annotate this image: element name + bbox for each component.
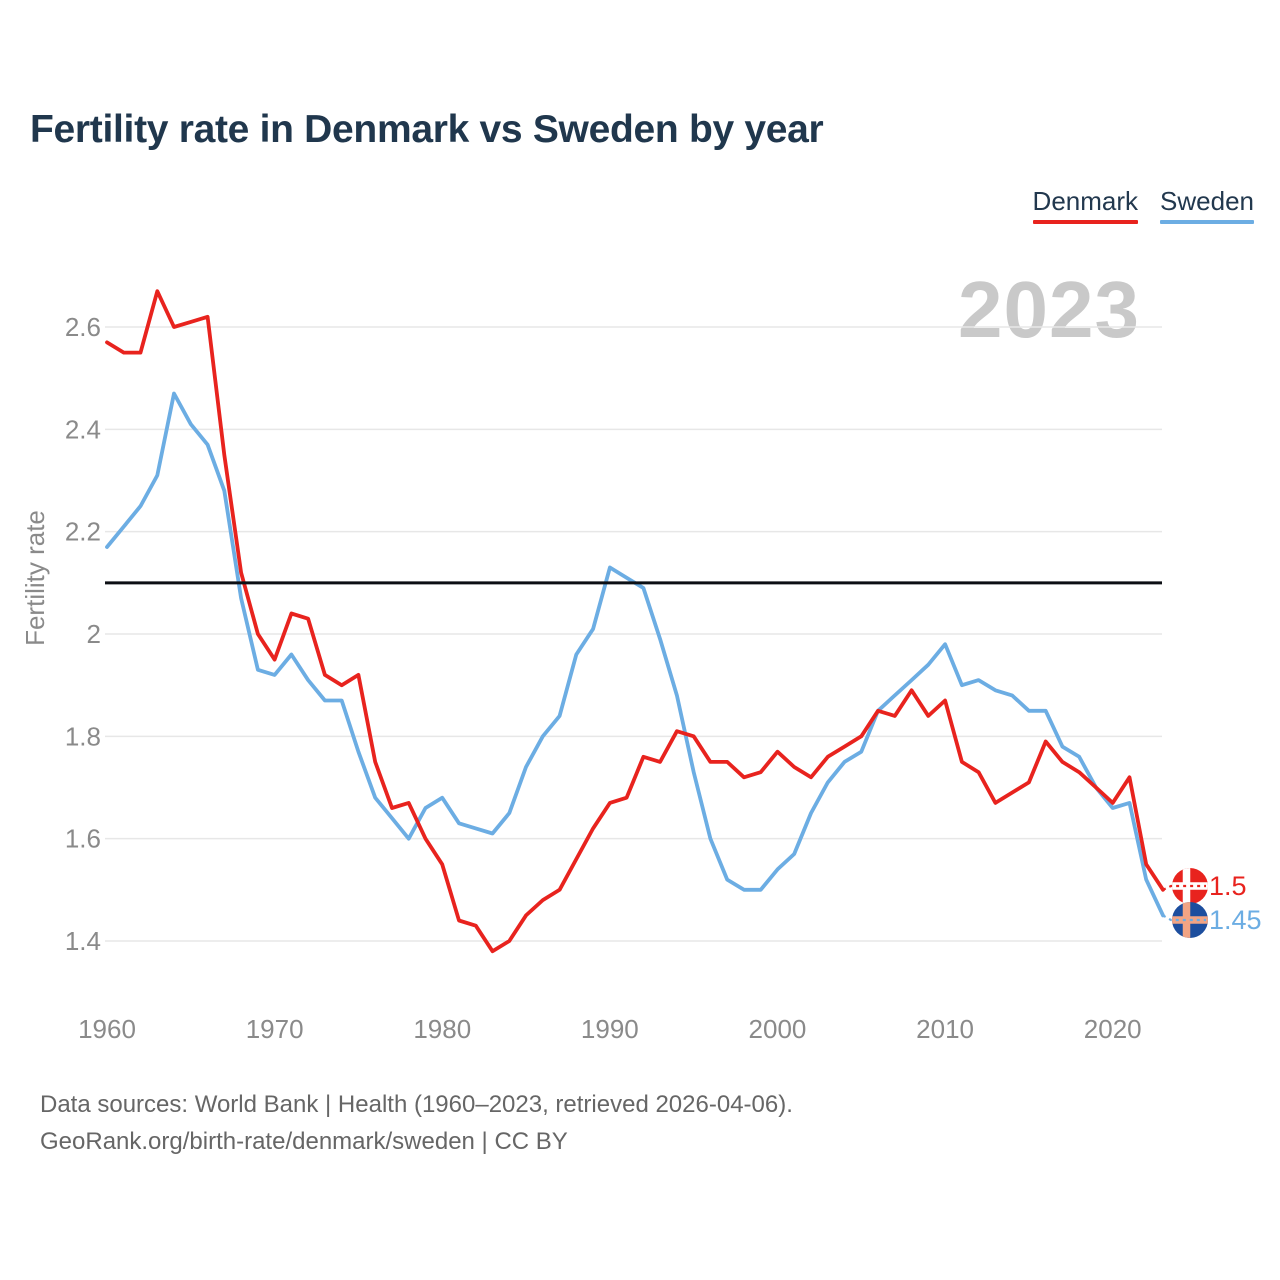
y-tick-label: 2.2 [65,517,101,547]
y-tick-label: 2 [87,619,101,649]
leader-sweden [1162,914,1206,922]
legend-label-sweden: Sweden [1160,186,1254,216]
series-line-sweden[interactable] [105,391,1165,918]
x-tick-label: 2020 [1084,1014,1142,1044]
y-axis-label: Fertility rate [20,510,50,646]
x-tick-label: 2010 [916,1014,974,1044]
legend-swatch-denmark [1032,220,1139,224]
footer-attribution: GeoRank.org/birth-rate/denmark/sweden | … [40,1128,568,1155]
x-tick-label: 2000 [749,1014,807,1044]
x-tick-label: 1980 [413,1014,471,1044]
end-value-sweden: 1.45 [1209,905,1262,935]
y-tick-label: 1.8 [65,721,101,751]
end-value-denmark: 1.5 [1209,871,1247,901]
page-title: Fertility rate in Denmark vs Sweden by y… [30,108,824,151]
y-tick-label: 1.6 [65,824,101,854]
legend: Denmark Sweden [1032,186,1254,224]
footer-sources: Data sources: World Bank | Health (1960–… [40,1091,793,1118]
leader-denmark [1162,884,1206,891]
legend-item-denmark[interactable]: Denmark [1032,186,1139,224]
x-tick-label: 1990 [581,1014,639,1044]
footer: Data sources: World Bank | Health (1960–… [40,1086,793,1160]
series-line-denmark[interactable] [105,289,1165,954]
y-tick-label: 2.4 [65,414,101,444]
legend-label-denmark: Denmark [1032,186,1139,216]
legend-swatch-sweden [1160,220,1254,224]
legend-item-sweden[interactable]: Sweden [1160,186,1254,224]
watermark-year: 2023 [958,265,1140,354]
y-tick-label: 1.4 [65,926,101,956]
x-tick-label: 1960 [78,1014,136,1044]
y-tick-label: 2.6 [65,312,101,342]
x-tick-label: 1970 [246,1014,304,1044]
